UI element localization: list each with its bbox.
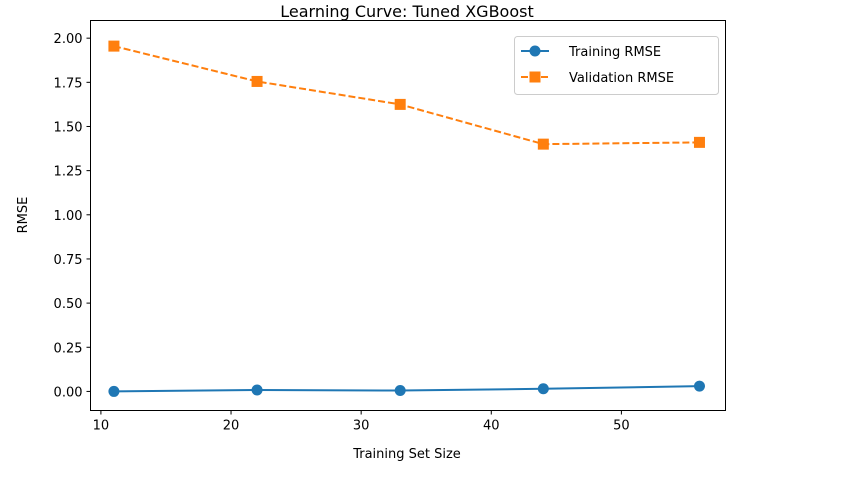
data-point-training [251, 384, 263, 396]
data-point-validation [108, 40, 120, 52]
data-point-training [394, 385, 406, 397]
plot-frame [90, 20, 726, 411]
x-tick-label: 40 [483, 419, 500, 434]
legend-box [514, 36, 719, 95]
y-tick-label: 0.75 [54, 253, 83, 268]
x-axis-label: Training Set Size [352, 447, 461, 462]
y-tick-label: 1.75 [54, 76, 83, 91]
y-tick-label: 1.25 [54, 165, 83, 180]
data-point-validation [394, 98, 406, 110]
data-point-training [693, 380, 705, 392]
legend-square-marker [529, 71, 541, 83]
x-tick-label: 50 [613, 419, 630, 434]
y-tick-label: 0.25 [54, 341, 83, 356]
data-point-validation [251, 75, 263, 87]
data-point-training [108, 385, 120, 397]
y-tick-label: 0.50 [54, 297, 83, 312]
legend-label: Validation RMSE [569, 71, 674, 86]
data-point-validation [537, 138, 549, 150]
chart-title: Learning Curve: Tuned XGBoost [280, 2, 533, 21]
y-tick-label: 1.00 [54, 209, 83, 224]
y-axis-label: RMSE [16, 197, 31, 234]
x-tick-label: 30 [353, 419, 370, 434]
series-line-training [113, 385, 700, 393]
y-tick-label: 2.00 [54, 32, 83, 47]
legend: Training RMSE Validation RMSE [514, 36, 719, 95]
data-point-validation [693, 136, 705, 148]
y-tick-label: 0.00 [54, 385, 83, 400]
legend-circle-marker [529, 45, 541, 57]
legend-label: Training RMSE [568, 45, 661, 60]
x-tick-label: 20 [223, 419, 240, 434]
data-point-training [537, 383, 549, 395]
x-tick-label: 10 [93, 419, 110, 434]
y-tick-label: 1.50 [54, 120, 83, 135]
